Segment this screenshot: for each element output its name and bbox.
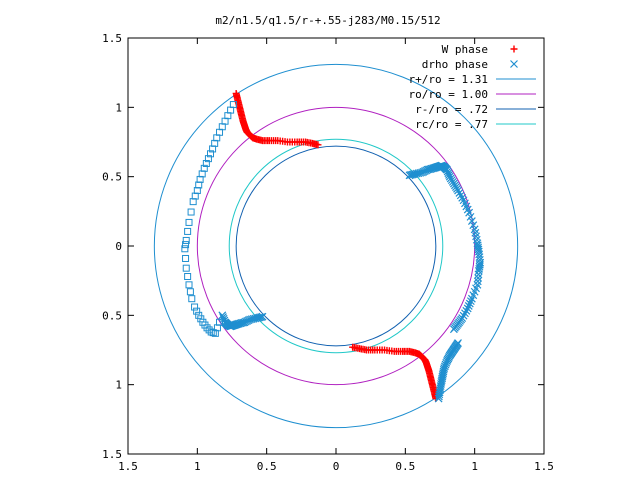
x-tick-label: 0.5 <box>395 460 415 473</box>
drho-square-point <box>185 218 193 226</box>
drho-phase-point <box>254 313 263 322</box>
drho-square-point <box>182 241 190 249</box>
drho-phase-point <box>466 297 475 306</box>
drho-phase-point <box>465 208 474 217</box>
drho-phase-point <box>458 193 467 202</box>
drho-phase-point <box>461 309 469 318</box>
x-tick-label: 0 <box>333 460 340 473</box>
y-tick-label: 1 <box>115 379 122 392</box>
data-markers <box>181 89 485 403</box>
drho-phase-point <box>455 189 464 197</box>
y-tick-label: 0 <box>115 240 122 253</box>
legend-label: ro/ro = 1.00 <box>409 88 488 101</box>
w-phase-point <box>349 343 357 351</box>
drho-phase-point <box>456 191 465 200</box>
drho-phase-point <box>454 186 462 195</box>
legend: W phase drho phase r+/ro = 1.31 ro/ro = 1.0… <box>409 43 536 131</box>
drho-phase-point <box>467 294 476 303</box>
drho-square-point <box>204 155 212 163</box>
y-tick-label: 0.5 <box>102 171 122 184</box>
legend-marker <box>510 45 518 53</box>
drho-phase-point <box>474 267 483 275</box>
drho-phase-point <box>465 299 474 308</box>
legend-marker <box>510 60 518 68</box>
drho-phase-point <box>409 170 418 179</box>
reference-circle-1 <box>196 106 476 386</box>
drho-phase-point <box>255 313 264 322</box>
drho-phase-point <box>474 273 483 282</box>
w-phase-point <box>314 141 322 149</box>
legend-label: rc/ro = .77 <box>415 118 488 131</box>
drho-square-point <box>193 307 201 315</box>
y-tick-label: 1.5 <box>102 32 122 45</box>
drho-phase-point <box>454 339 462 347</box>
drho-phase-point <box>408 170 417 179</box>
drho-square-point <box>185 281 193 289</box>
axis-ticks: 1.5 1 0.5 0 0.5 1 1.51.510.500.511.5 <box>102 32 554 473</box>
drho-square-point <box>203 324 211 332</box>
chart-title: m2/n1.5/q1.5/r-+.55-j283/M0.15/512 <box>215 14 440 27</box>
x-tick-label: 1.5 <box>118 460 138 473</box>
drho-square-point <box>207 328 215 336</box>
drho-square-point <box>187 208 195 216</box>
drho-phase-point <box>473 277 482 286</box>
drho-phase-point <box>474 270 483 279</box>
drho-square-point <box>182 264 190 272</box>
y-tick-label: 0.5 <box>102 309 122 322</box>
drho-phase-point <box>469 221 478 230</box>
drho-phase-point <box>466 212 475 221</box>
x-tick-label: 1.5 <box>534 460 554 473</box>
drho-phase-point <box>218 311 227 320</box>
drho-square-point <box>202 159 210 167</box>
drho-phase-point <box>449 325 458 334</box>
reference-circle-0 <box>153 63 519 429</box>
drho-square-point <box>209 329 217 337</box>
drho-square-point <box>181 245 189 253</box>
drho-square-point <box>189 198 197 206</box>
x-tick-label: 1 <box>194 460 201 473</box>
drho-square-point <box>188 295 196 303</box>
drho-square-point <box>191 303 199 311</box>
x-tick-label: 1 <box>471 460 478 473</box>
drho-square-point <box>186 288 194 296</box>
reference-circle-3 <box>228 138 444 354</box>
drho-phase-point <box>464 302 473 310</box>
drho-square-point <box>216 318 224 326</box>
drho-square-point <box>184 227 192 235</box>
drho-phase-point <box>467 217 476 225</box>
y-tick-label: 1.5 <box>102 448 122 461</box>
legend-label: drho phase <box>422 58 488 71</box>
legend-label: r-/ro = .72 <box>415 103 488 116</box>
drho-square-point <box>207 150 215 158</box>
x-tick-label: 0.5 <box>257 460 277 473</box>
drho-square-point <box>209 145 217 153</box>
legend-label: W phase <box>442 43 488 56</box>
drho-phase-point <box>459 311 468 320</box>
legend-label: r+/ro = 1.31 <box>409 73 488 86</box>
drho-phase-point <box>462 306 471 315</box>
reference-circle-2 <box>235 145 437 347</box>
drho-square-point <box>182 236 190 244</box>
drho-square-point <box>182 254 190 262</box>
drho-square-point <box>184 273 192 281</box>
drho-phase-point <box>463 304 472 313</box>
y-tick-label: 1 <box>115 101 122 114</box>
